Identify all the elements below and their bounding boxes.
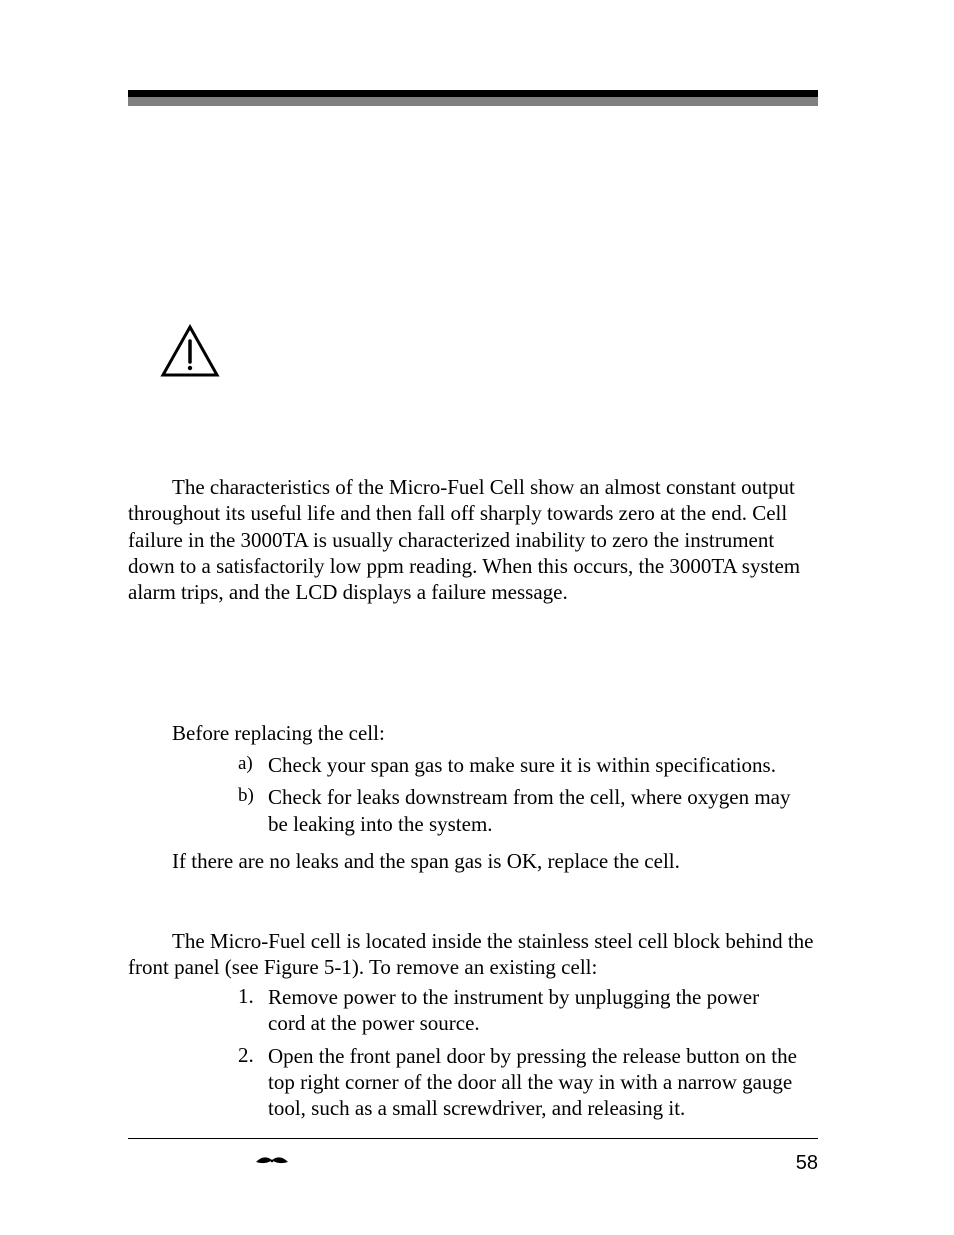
warning-icon [160, 324, 220, 378]
header-divider-gray [128, 97, 818, 106]
paragraph-before-replacing: Before replacing the cell: [128, 720, 818, 746]
list-text: Check for leaks downstream from the cell… [268, 784, 798, 837]
header-divider-black [128, 90, 818, 97]
list-marker: 1. [238, 984, 268, 1037]
list-item: a) Check your span gas to make sure it i… [238, 752, 798, 778]
list-marker: b) [238, 784, 268, 837]
steps-list: 1. Remove power to the instrument by unp… [238, 984, 798, 1127]
list-marker: 2. [238, 1043, 268, 1122]
page-number: 58 [796, 1152, 818, 1175]
paragraph-no-leaks: If there are no leaks and the span gas i… [128, 848, 818, 874]
footer-divider [128, 1138, 818, 1139]
list-item: 1. Remove power to the instrument by unp… [238, 984, 798, 1037]
list-marker: a) [238, 752, 268, 778]
list-item: b) Check for leaks downstream from the c… [238, 784, 798, 837]
list-text: Open the front panel door by pressing th… [268, 1043, 798, 1122]
header-divider [128, 90, 818, 108]
paragraph-cell-location: The Micro-Fuel cell is located inside th… [128, 928, 818, 981]
list-text: Remove power to the instrument by unplug… [268, 984, 798, 1037]
paragraph-cell-characteristics: The characteristics of the Micro-Fuel Ce… [128, 474, 818, 605]
footer-logo-icon [254, 1152, 290, 1170]
paragraph-text: The Micro-Fuel cell is located inside th… [128, 928, 818, 981]
check-list: a) Check your span gas to make sure it i… [238, 752, 798, 843]
list-text: Check your span gas to make sure it is w… [268, 752, 798, 778]
page-content: The characteristics of the Micro-Fuel Ce… [128, 0, 818, 1235]
list-item: 2. Open the front panel door by pressing… [238, 1043, 798, 1122]
paragraph-text: The characteristics of the Micro-Fuel Ce… [128, 474, 818, 605]
